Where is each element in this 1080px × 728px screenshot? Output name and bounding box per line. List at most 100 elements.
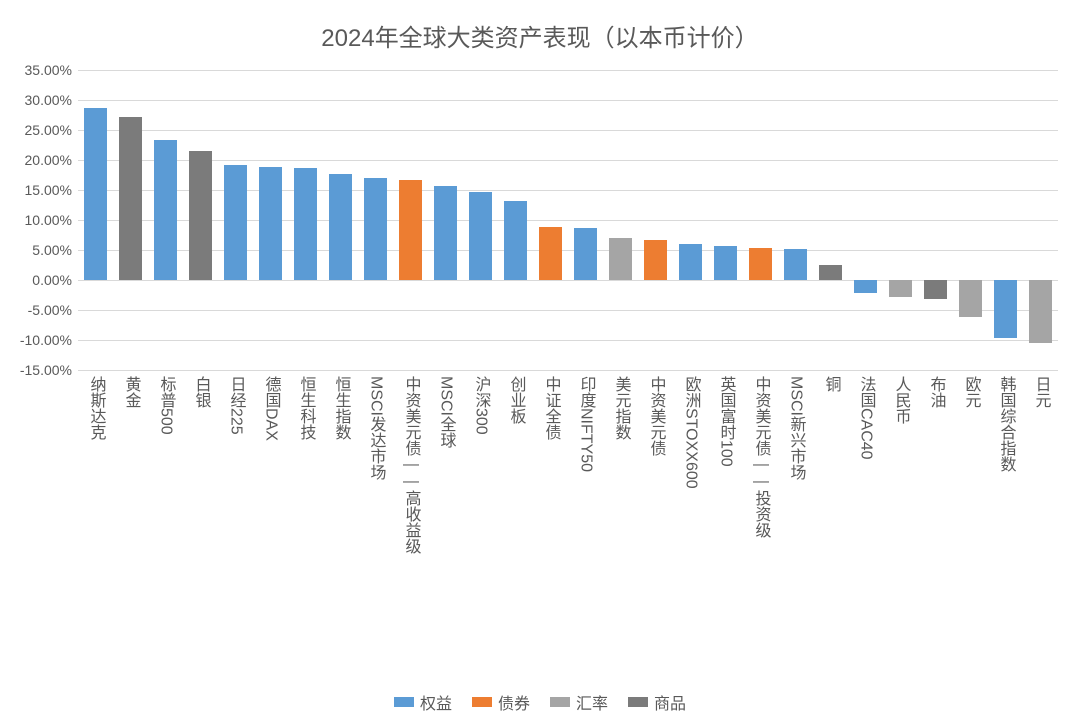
x-axis-label: 人民币 <box>889 376 913 424</box>
bar-slot: 纳斯达克 <box>78 70 113 370</box>
chart-title: 2024年全球大类资产表现（以本币计价） <box>0 0 1080 53</box>
legend: 权益债券 汇率 商品 <box>0 690 1080 714</box>
bar <box>504 201 528 280</box>
y-axis-tick-label: 20.00% <box>25 152 72 168</box>
legend-label: 汇率 <box>576 690 608 714</box>
bar-slot: 恒生科技 <box>288 70 323 370</box>
bar-slot: 人民币 <box>883 70 918 370</box>
y-axis-tick-label: 25.00% <box>25 122 72 138</box>
y-axis-tick-label: -10.00% <box>20 332 72 348</box>
bar-slot: 标普500 <box>148 70 183 370</box>
x-axis-label: 中资美元债——投资级 <box>749 376 773 538</box>
bar-slot: MSCI新兴市场 <box>778 70 813 370</box>
bar <box>259 167 283 280</box>
x-axis-label: 中证全债 <box>539 376 563 440</box>
x-axis-label: 黄金 <box>119 376 143 408</box>
x-axis-label: 沪深300 <box>469 376 493 435</box>
bar <box>84 108 108 280</box>
bar <box>644 240 668 280</box>
x-axis-label: 欧洲STOXX600 <box>679 376 703 489</box>
bar-slot: 英国富时100 <box>708 70 743 370</box>
bar <box>889 280 913 297</box>
bar <box>959 280 983 317</box>
legend-swatch <box>550 697 570 707</box>
x-axis-label: 法国CAC40 <box>854 376 878 460</box>
bar <box>399 180 423 280</box>
x-axis-label: 恒生科技 <box>294 376 318 440</box>
bar-slot: 白银 <box>183 70 218 370</box>
gridline <box>78 370 1058 371</box>
bar <box>364 178 388 280</box>
bar <box>224 165 248 280</box>
legend-item: 债券 <box>472 690 530 714</box>
x-axis-label: 白银 <box>189 376 213 408</box>
bar-slot: 布油 <box>918 70 953 370</box>
bar <box>119 117 143 280</box>
bar <box>714 246 738 280</box>
x-axis-label: 欧元 <box>959 376 983 408</box>
x-axis-label: 布油 <box>924 376 948 408</box>
x-axis-label: 纳斯达克 <box>84 376 108 440</box>
bar-slot: 黄金 <box>113 70 148 370</box>
bar <box>329 174 353 280</box>
legend-swatch <box>628 697 648 707</box>
legend-label: 商品 <box>654 690 686 714</box>
x-axis-label: 德国DAX <box>259 376 283 441</box>
bar-slot: 恒生指数 <box>323 70 358 370</box>
x-axis-label: MSCI新兴市场 <box>784 376 808 480</box>
legend-swatch <box>472 697 492 707</box>
bar <box>434 186 458 280</box>
y-axis-tick-label: 35.00% <box>25 62 72 78</box>
bar-slot: 欧洲STOXX600 <box>673 70 708 370</box>
bar-slot: 德国DAX <box>253 70 288 370</box>
bar <box>749 248 773 280</box>
x-axis-label: 中资美元债——高收益级 <box>399 376 423 554</box>
bar-slot: 美元指数 <box>603 70 638 370</box>
bar-slot: 铜 <box>813 70 848 370</box>
bar-slot: 日元 <box>1023 70 1058 370</box>
bar-slot: MSCI发达市场 <box>358 70 393 370</box>
bar <box>469 192 493 280</box>
legend-swatch <box>394 697 414 707</box>
bar <box>154 140 178 280</box>
bar <box>1029 280 1053 343</box>
x-axis-label: 英国富时100 <box>714 376 738 467</box>
x-axis-label: MSCI全球 <box>434 376 458 448</box>
bar-slot: 中资美元债——投资级 <box>743 70 778 370</box>
bar <box>784 249 808 280</box>
bar-slot: 日经225 <box>218 70 253 370</box>
bar <box>854 280 878 293</box>
y-axis-tick-label: -15.00% <box>20 362 72 378</box>
x-axis-label: 铜 <box>819 376 843 392</box>
x-axis-label: 创业板 <box>504 376 528 424</box>
x-axis-label: 日元 <box>1029 376 1053 408</box>
x-axis-label: 美元指数 <box>609 376 633 440</box>
bar-slot: 韩国综合指数 <box>988 70 1023 370</box>
legend-item: 汇率 <box>550 690 608 714</box>
legend-item: 商品 <box>628 690 686 714</box>
x-axis-label: 印度NIFTY50 <box>574 376 598 472</box>
asset-performance-chart: 2024年全球大类资产表现（以本币计价） -15.00%-10.00%-5.00… <box>0 0 1080 728</box>
bar <box>679 244 703 280</box>
bar-slot: 创业板 <box>498 70 533 370</box>
x-axis-label: MSCI发达市场 <box>364 376 388 480</box>
bar <box>189 151 213 280</box>
bar <box>819 265 843 280</box>
legend-label: 权益 <box>420 690 452 714</box>
plot-area: -15.00%-10.00%-5.00%0.00%5.00%10.00%15.0… <box>78 70 1058 370</box>
y-axis-tick-label: 30.00% <box>25 92 72 108</box>
bar-slot: 中资美元债 <box>638 70 673 370</box>
bar-slot: 中资美元债——高收益级 <box>393 70 428 370</box>
bar <box>539 227 563 280</box>
x-axis-label: 标普500 <box>154 376 178 435</box>
bar <box>294 168 318 280</box>
bar-slot: 法国CAC40 <box>848 70 883 370</box>
legend-item: 权益 <box>394 690 452 714</box>
bar-slot: 欧元 <box>953 70 988 370</box>
bar-slot: 印度NIFTY50 <box>568 70 603 370</box>
y-axis-tick-label: -5.00% <box>28 302 72 318</box>
y-axis-tick-label: 10.00% <box>25 212 72 228</box>
bar-slot: 沪深300 <box>463 70 498 370</box>
x-axis-label: 韩国综合指数 <box>994 376 1018 472</box>
bar-slot: MSCI全球 <box>428 70 463 370</box>
